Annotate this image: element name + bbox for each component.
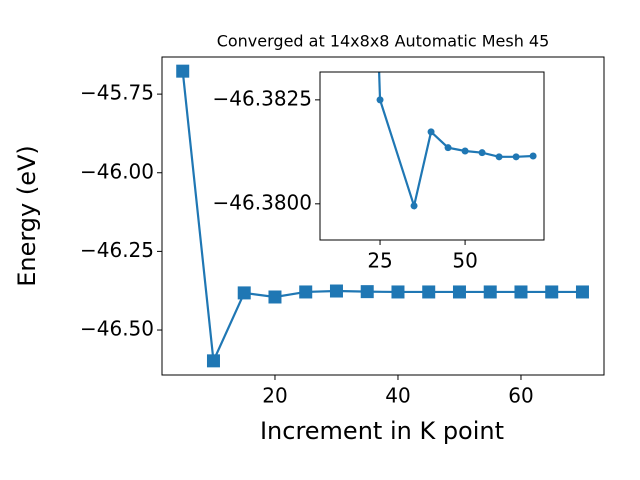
plot (376, 72, 537, 211)
plot (176, 64, 589, 368)
marker (360, 285, 374, 299)
marker (545, 285, 559, 299)
axes-frame (319, 71, 545, 241)
y-tick-label: −46.50 (80, 317, 154, 341)
x-tick-label: 25 (367, 249, 392, 273)
y-axis-label: Energy (eV) (13, 145, 41, 287)
marker (391, 285, 405, 299)
marker (268, 290, 282, 304)
x-tick-label: 20 (262, 384, 287, 408)
y-tick-label: −46.3800 (213, 190, 312, 214)
y-tick-label: −46.3825 (213, 86, 312, 110)
y-tick-label: −46.25 (80, 238, 154, 262)
x-tick-label: 40 (385, 384, 410, 408)
marker (176, 64, 190, 78)
marker (410, 202, 418, 210)
marker (427, 128, 435, 136)
marker (478, 149, 486, 157)
x-axis-label: Increment in K point (260, 417, 504, 445)
marker (376, 96, 384, 104)
chart-title: Converged at 14x8x8 Automatic Mesh 45 (217, 32, 550, 51)
y-tick-label: −45.75 (80, 81, 154, 105)
marker (299, 285, 313, 299)
series-line (378, 72, 534, 211)
x-tick-label: 50 (452, 249, 477, 273)
marker (422, 285, 436, 299)
marker (514, 285, 528, 299)
axes-frame (161, 56, 605, 376)
y-tick-label: −46.00 (80, 159, 154, 183)
marker (206, 354, 220, 368)
marker (329, 284, 343, 298)
marker (575, 285, 589, 299)
marker (483, 285, 497, 299)
marker (529, 152, 537, 160)
marker (452, 285, 466, 299)
marker (495, 153, 503, 161)
marker (237, 286, 251, 300)
marker (512, 153, 520, 161)
x-tick-label: 60 (508, 384, 533, 408)
marker (444, 144, 452, 152)
marker (461, 147, 469, 155)
